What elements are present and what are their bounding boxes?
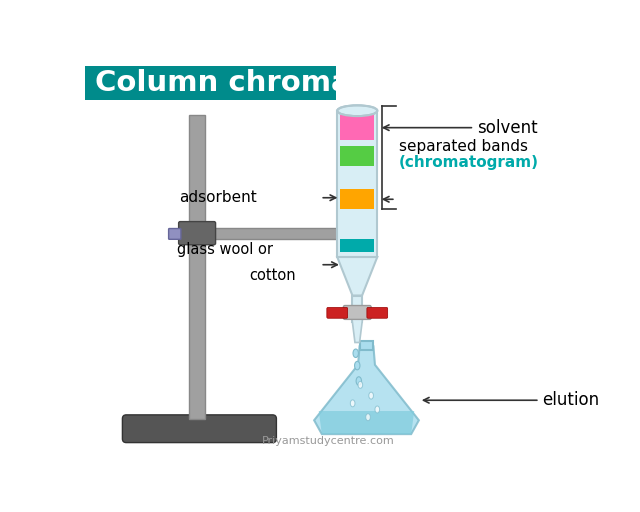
Text: (chromatogram): (chromatogram): [399, 155, 539, 170]
FancyBboxPatch shape: [340, 115, 374, 140]
FancyBboxPatch shape: [337, 221, 348, 250]
Ellipse shape: [356, 377, 362, 385]
Ellipse shape: [337, 105, 378, 116]
Ellipse shape: [365, 414, 371, 421]
FancyBboxPatch shape: [340, 239, 374, 252]
FancyBboxPatch shape: [337, 111, 378, 257]
Text: adsorbent: adsorbent: [179, 190, 257, 205]
Text: glass wool or: glass wool or: [177, 242, 273, 257]
FancyBboxPatch shape: [340, 146, 374, 166]
FancyBboxPatch shape: [353, 295, 362, 323]
Ellipse shape: [353, 349, 358, 357]
FancyBboxPatch shape: [344, 306, 371, 319]
Text: solvent: solvent: [477, 119, 538, 137]
Ellipse shape: [375, 406, 380, 413]
Text: cotton: cotton: [249, 268, 296, 283]
Polygon shape: [337, 257, 378, 295]
FancyBboxPatch shape: [168, 228, 181, 239]
Text: Priyamstudycentre.com: Priyamstudycentre.com: [262, 436, 394, 446]
Ellipse shape: [358, 381, 363, 388]
Polygon shape: [319, 411, 414, 434]
Ellipse shape: [350, 400, 355, 407]
Polygon shape: [314, 346, 419, 434]
FancyBboxPatch shape: [179, 222, 216, 245]
Ellipse shape: [355, 361, 360, 370]
FancyBboxPatch shape: [360, 341, 373, 350]
Text: Column chromatography: Column chromatography: [95, 69, 500, 97]
FancyBboxPatch shape: [86, 66, 336, 100]
FancyBboxPatch shape: [358, 221, 369, 250]
Polygon shape: [352, 318, 363, 343]
FancyBboxPatch shape: [189, 228, 363, 239]
Ellipse shape: [369, 392, 373, 399]
FancyBboxPatch shape: [189, 115, 205, 419]
FancyBboxPatch shape: [327, 307, 348, 318]
Text: separated bands: separated bands: [399, 139, 528, 155]
FancyBboxPatch shape: [122, 415, 276, 442]
FancyBboxPatch shape: [367, 307, 388, 318]
Text: elution: elution: [542, 391, 599, 409]
FancyBboxPatch shape: [340, 189, 374, 209]
